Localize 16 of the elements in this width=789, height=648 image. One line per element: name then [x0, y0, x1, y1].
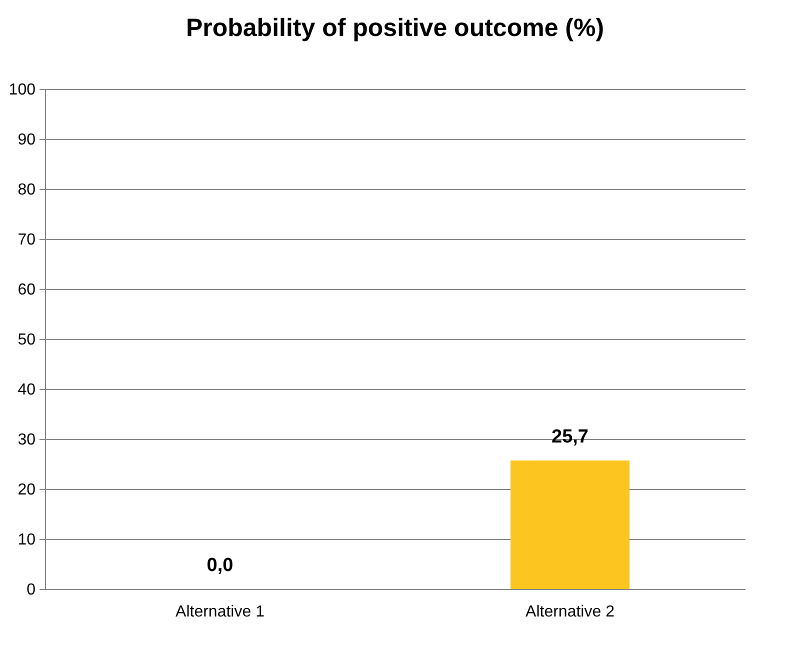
y-tick-label: 40 [18, 382, 36, 398]
y-tick-label: 10 [18, 532, 36, 548]
y-tick-label: 90 [18, 132, 36, 148]
y-tick-label: 70 [18, 232, 36, 248]
data-label: 25,7 [552, 426, 588, 448]
chart-title: Probability of positive outcome (%) [186, 14, 604, 42]
data-label: 0,0 [206, 555, 234, 576]
y-tick-label: 100 [8, 82, 36, 98]
x-tick-label: Alternative 1 [176, 604, 265, 620]
y-tick-label: 30 [18, 432, 36, 448]
y-tick-label: 60 [18, 282, 36, 298]
x-tick-label: Alternative 2 [526, 604, 615, 620]
y-tick-label: 20 [18, 482, 36, 498]
y-tick-label: 50 [18, 332, 36, 348]
y-tick-label: 0 [26, 582, 36, 598]
y-tick-label: 80 [18, 182, 36, 198]
